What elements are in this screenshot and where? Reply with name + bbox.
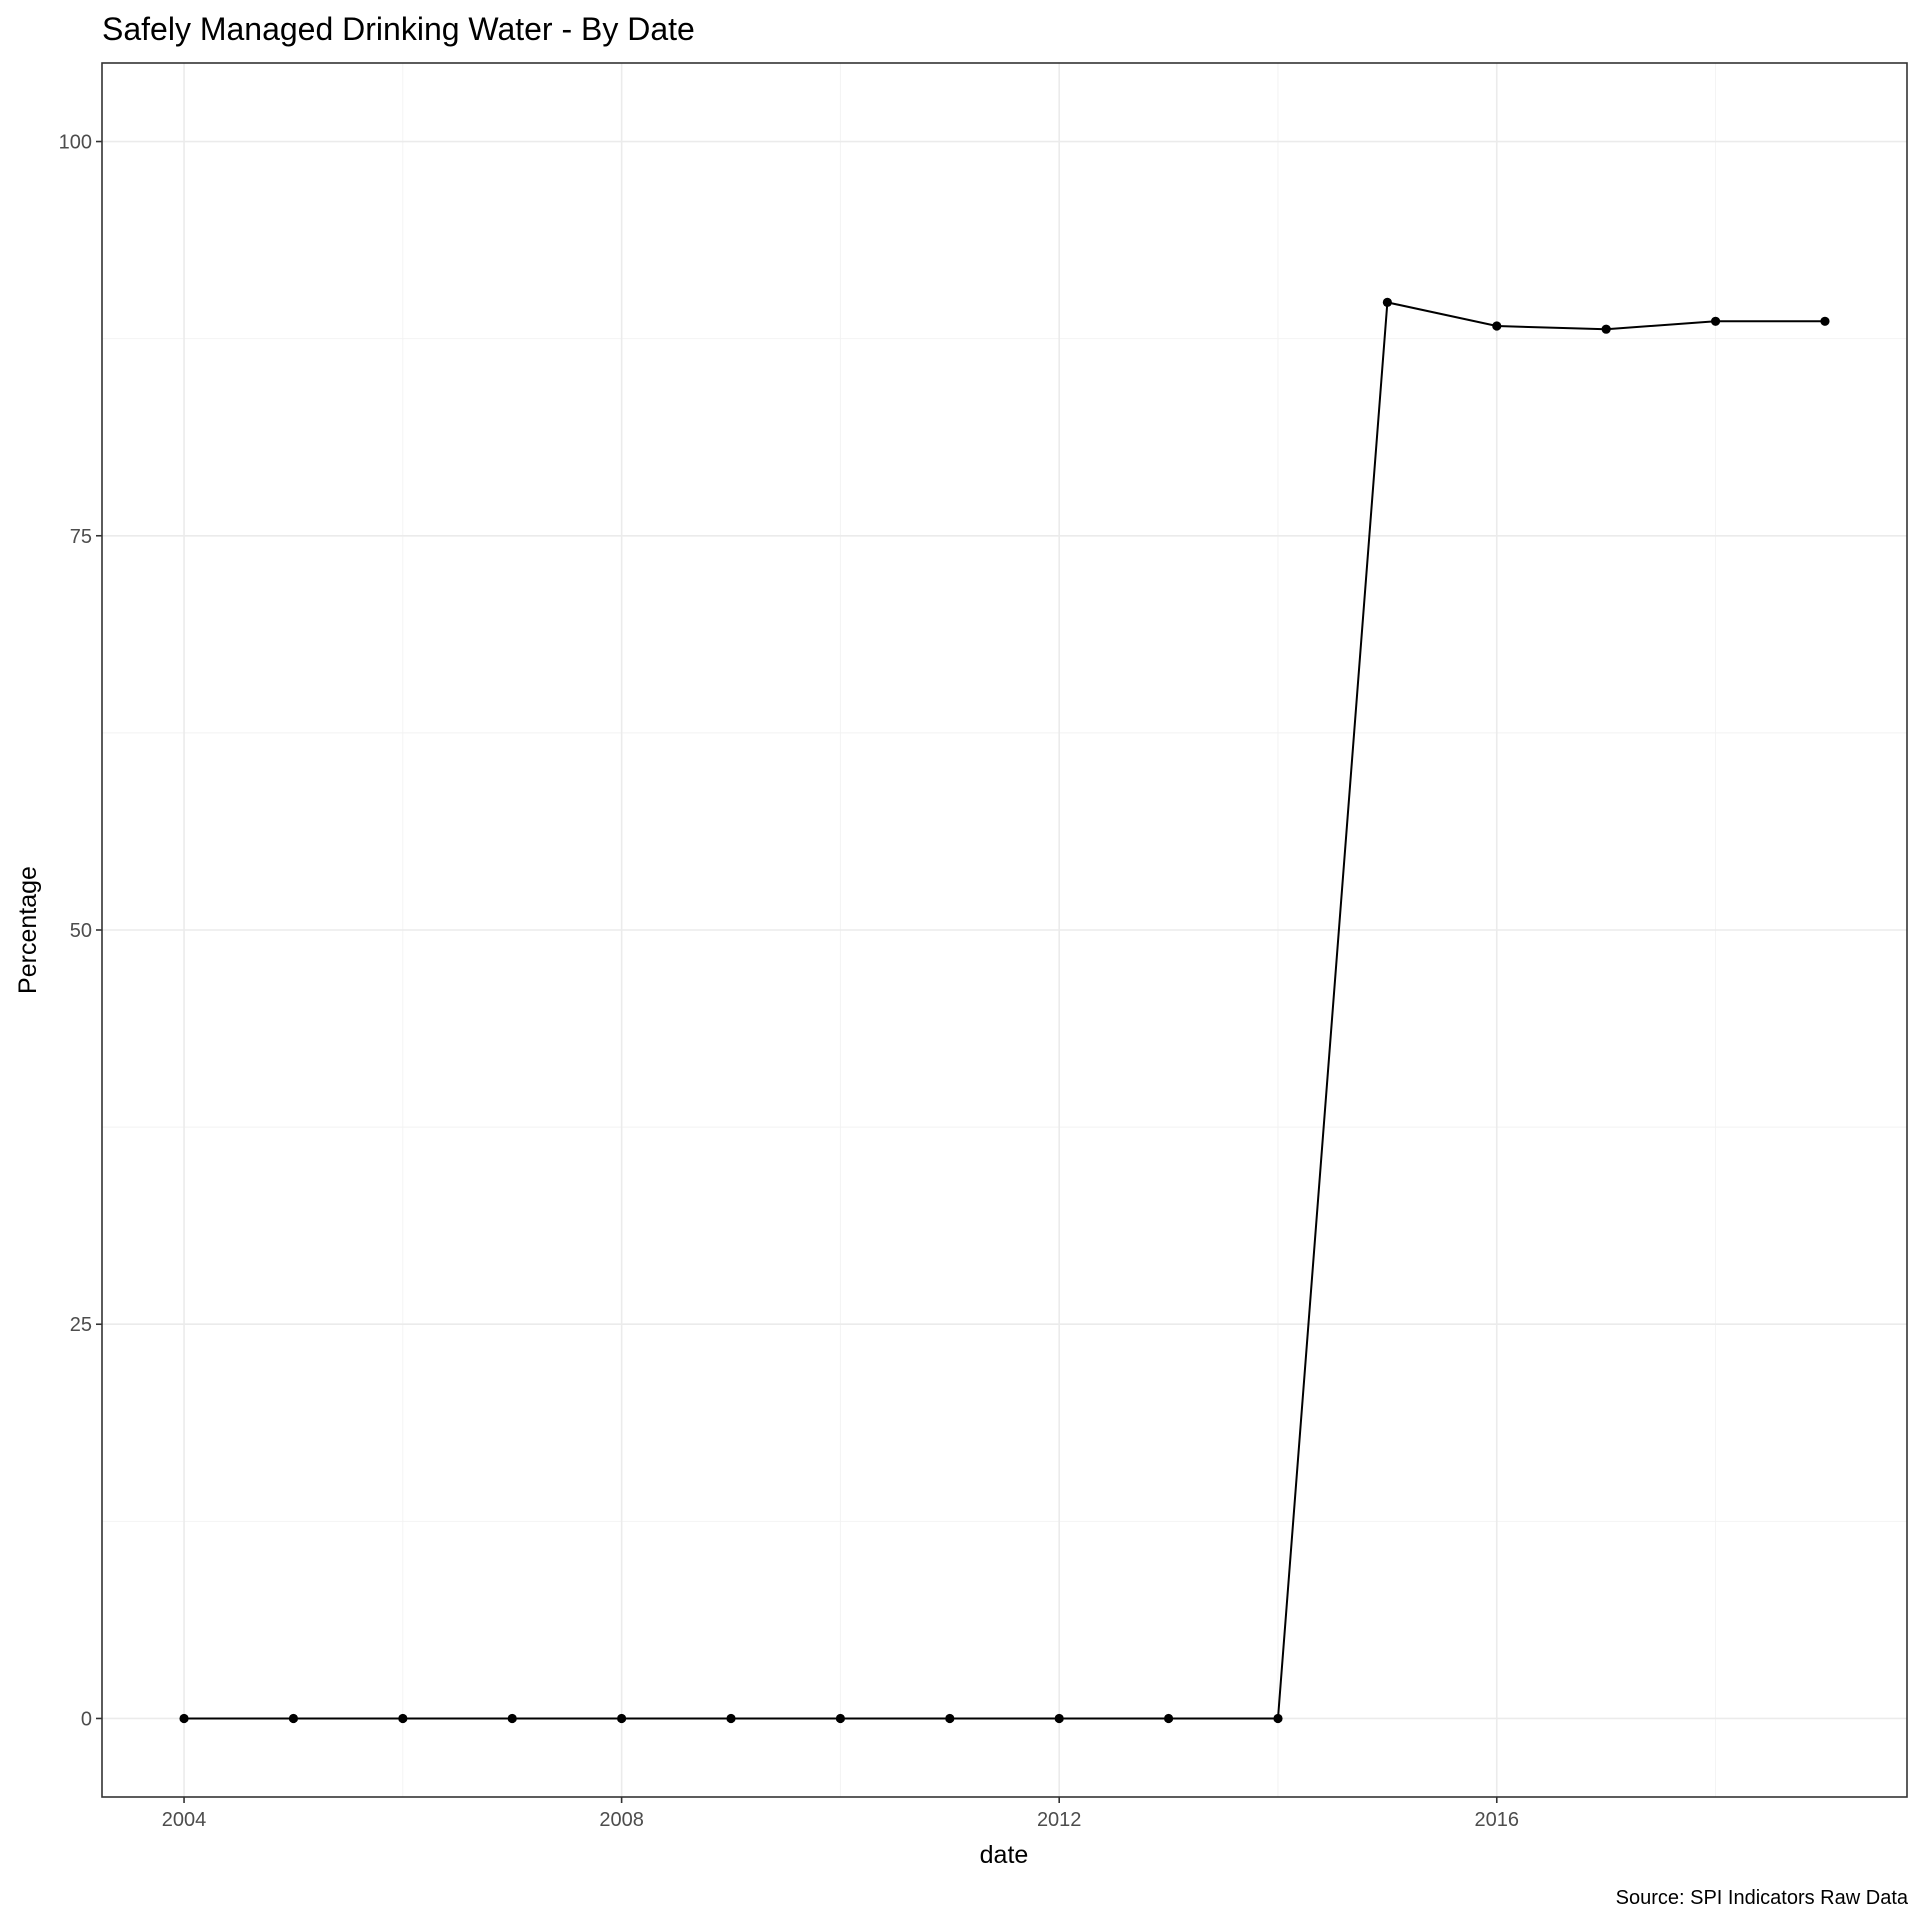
data-point <box>507 1713 517 1724</box>
x-tick-label: 2012 <box>1037 1809 1082 1831</box>
data-point <box>398 1713 408 1724</box>
y-axis-title: Percentage <box>14 866 42 994</box>
x-tick-label: 2004 <box>162 1809 207 1831</box>
series-line <box>184 301 1825 1720</box>
data-point <box>1601 324 1611 334</box>
x-axis-title: date <box>980 1841 1029 1869</box>
data-point <box>1710 316 1721 326</box>
data-point <box>1273 1713 1283 1724</box>
data-point <box>288 1713 299 1724</box>
data-point <box>617 1713 627 1724</box>
y-tick-label: 75 <box>70 526 92 548</box>
data-point <box>1820 316 1830 326</box>
axes: 0 25 50 75 100 2004 2008 2012 2016 <box>59 132 1519 1831</box>
y-tick-label: 100 <box>59 132 92 154</box>
data-point <box>1163 1713 1174 1724</box>
x-tick-label: 2008 <box>599 1809 644 1831</box>
data-point <box>1054 1713 1064 1724</box>
chart-caption: Source: SPI Indicators Raw Data <box>1616 1887 1909 1909</box>
series-layer <box>179 297 1830 1724</box>
y-tick-label: 0 <box>81 1708 92 1730</box>
y-tick-label: 50 <box>70 920 92 942</box>
data-point <box>945 1713 955 1724</box>
data-point <box>835 1713 846 1724</box>
data-point <box>726 1713 736 1724</box>
x-tick-label: 2016 <box>1475 1809 1520 1831</box>
grid <box>102 63 1907 1797</box>
y-tick-label: 25 <box>70 1314 92 1336</box>
data-point <box>1492 321 1502 331</box>
chart-title: Safely Managed Drinking Water - By Date <box>102 11 695 47</box>
data-point <box>1382 297 1392 307</box>
data-point <box>179 1713 189 1724</box>
